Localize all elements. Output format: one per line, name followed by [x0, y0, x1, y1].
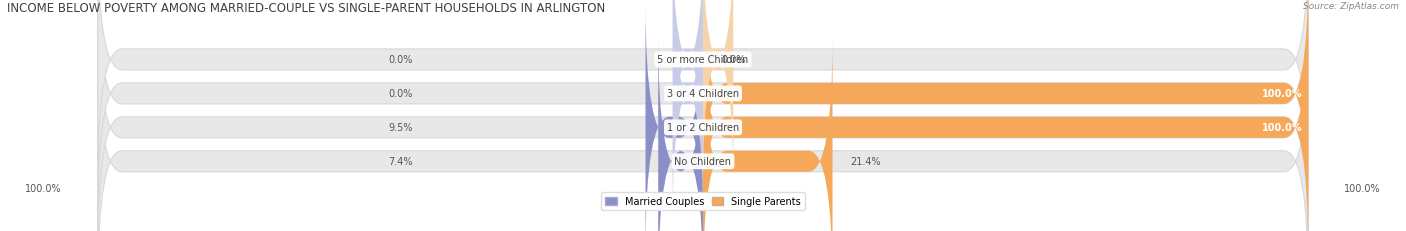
Text: 100.0%: 100.0% [1261, 123, 1302, 133]
Text: 0.0%: 0.0% [721, 55, 745, 65]
FancyBboxPatch shape [703, 0, 734, 185]
FancyBboxPatch shape [703, 37, 832, 231]
FancyBboxPatch shape [98, 3, 1308, 231]
Text: 100.0%: 100.0% [1344, 183, 1381, 193]
Text: No Children: No Children [675, 157, 731, 167]
Text: 0.0%: 0.0% [388, 55, 412, 65]
Text: 0.0%: 0.0% [388, 89, 412, 99]
FancyBboxPatch shape [672, 0, 703, 219]
Text: 1 or 2 Children: 1 or 2 Children [666, 123, 740, 133]
Text: 5 or more Children: 5 or more Children [658, 55, 748, 65]
FancyBboxPatch shape [98, 0, 1308, 219]
FancyBboxPatch shape [703, 0, 1308, 219]
Text: 21.4%: 21.4% [851, 157, 882, 167]
FancyBboxPatch shape [645, 3, 703, 231]
Text: Source: ZipAtlas.com: Source: ZipAtlas.com [1303, 2, 1399, 11]
FancyBboxPatch shape [658, 37, 703, 231]
Text: 100.0%: 100.0% [1261, 89, 1302, 99]
Text: 3 or 4 Children: 3 or 4 Children [666, 89, 740, 99]
Text: INCOME BELOW POVERTY AMONG MARRIED-COUPLE VS SINGLE-PARENT HOUSEHOLDS IN ARLINGT: INCOME BELOW POVERTY AMONG MARRIED-COUPL… [7, 2, 605, 15]
Legend: Married Couples, Single Parents: Married Couples, Single Parents [602, 192, 804, 210]
FancyBboxPatch shape [703, 3, 1308, 231]
Text: 9.5%: 9.5% [388, 123, 412, 133]
Text: 100.0%: 100.0% [25, 183, 62, 193]
FancyBboxPatch shape [672, 0, 703, 185]
FancyBboxPatch shape [98, 37, 1308, 231]
Text: 7.4%: 7.4% [388, 157, 412, 167]
FancyBboxPatch shape [98, 0, 1308, 185]
